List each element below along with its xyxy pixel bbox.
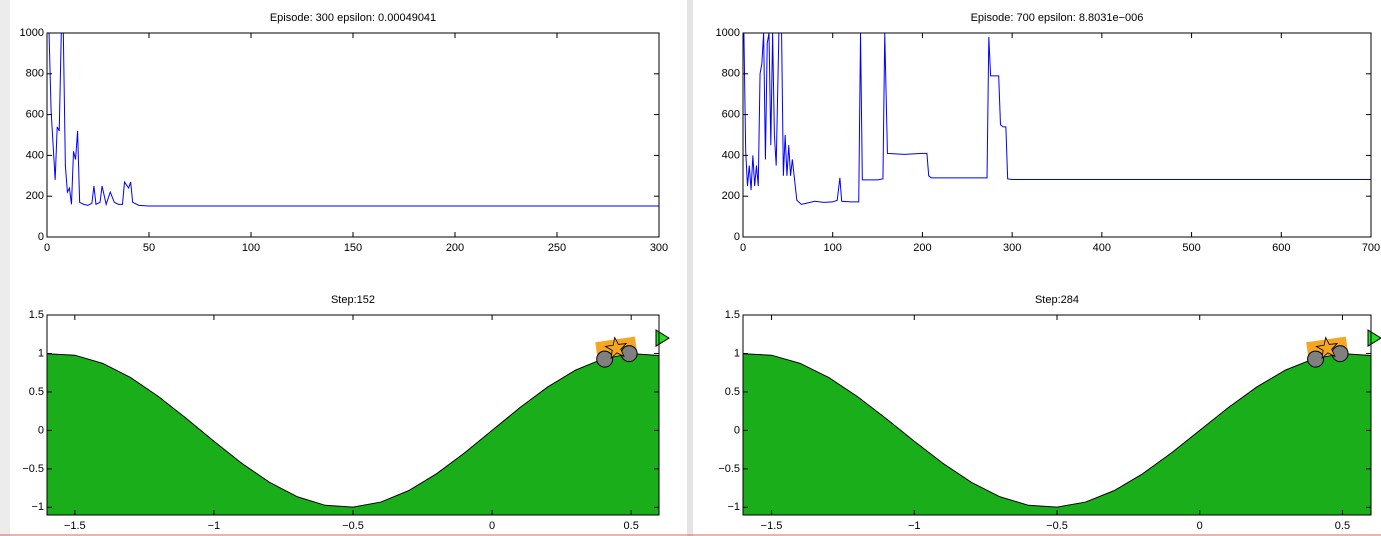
x-tick-label: 200 [446,242,464,254]
y-tick-label: 800 [26,68,44,80]
x-tick-label: −1 [208,520,221,532]
y-tick-label: 400 [722,149,740,161]
chart-title: Episode: 700 epsilon: 8.8031e−006 [971,12,1144,24]
y-tick-label: 1000 [716,27,740,39]
x-tick-label: 0 [489,520,495,532]
x-tick-label: −0.5 [1046,520,1068,532]
x-tick-label: −1.5 [761,520,783,532]
x-tick-label: 100 [824,242,842,254]
x-tick-label: 700 [1362,242,1380,254]
y-tick-label: 800 [722,68,740,80]
x-tick-label: −1.5 [64,520,86,532]
x-tick-label: 0 [1197,520,1203,532]
y-tick-label: 600 [26,109,44,121]
x-tick-label: 50 [143,242,155,254]
y-tick-label: 0 [734,231,740,243]
axes: Step:152 −1.5 −1 −0.5 0 0.5 −1 −0.5 0 0.5 1 1.5 [22,294,669,532]
y-tick-label: 200 [722,190,740,202]
x-tick-label: 300 [650,242,668,254]
y-tick-label: 0.5 [725,386,740,398]
x-tick-label: 600 [1272,242,1290,254]
x-tick-label: 300 [1003,242,1021,254]
x-tick-label: 100 [242,242,260,254]
y-tick-label: 1 [734,347,740,359]
x-tick-label: 0.5 [1335,520,1350,532]
y-tick-label: 0 [38,424,44,436]
x-tick-label: −1 [908,520,921,532]
y-tick-label: −0.5 [22,463,44,475]
y-tick-label: 1 [38,347,44,359]
x-tick-label: 200 [913,242,931,254]
x-tick-label: 400 [1093,242,1111,254]
x-tick-label: 0 [44,242,50,254]
y-tick-label: 0 [38,231,44,243]
x-tick-label: 250 [548,242,566,254]
y-tick-label: −1 [727,501,740,513]
y-tick-label: 400 [26,149,44,161]
y-tick-label: −1 [31,501,44,513]
y-tick-label: 0 [734,424,740,436]
axes: Step:284 −1.5 −1 −0.5 0 0.5 −1 −0.5 0 0.5 1 1.5 [718,294,1381,532]
y-tick-label: 1.5 [29,309,44,321]
chart-title: Episode: 300 epsilon: 0.00049041 [270,12,436,24]
chart-title: Step:152 [331,294,375,306]
y-tick-label: 200 [26,190,44,202]
x-tick-label: −0.5 [342,520,364,532]
y-tick-label: −0.5 [718,463,740,475]
x-tick-label: 500 [1182,242,1200,254]
axes: Episode: 700 epsilon: 8.8031e−006 0 100 200… [716,12,1381,254]
y-tick-label: 600 [722,109,740,121]
y-tick-label: 1.5 [725,309,740,321]
y-tick-label: 1000 [20,27,44,39]
x-tick-label: 0.5 [624,520,639,532]
chart-title: Step:284 [1035,294,1079,306]
axes: Episode: 300 epsilon: 0.00049041 0 50 100 15… [20,12,669,254]
y-tick-label: 0.5 [29,386,44,398]
plot-area [743,33,1371,237]
x-tick-label: 0 [740,242,746,254]
screen: Episode: 300 epsilon: 0.0004904105010015… [0,0,1381,536]
left-edge [0,0,10,536]
x-tick-label: 150 [344,242,362,254]
